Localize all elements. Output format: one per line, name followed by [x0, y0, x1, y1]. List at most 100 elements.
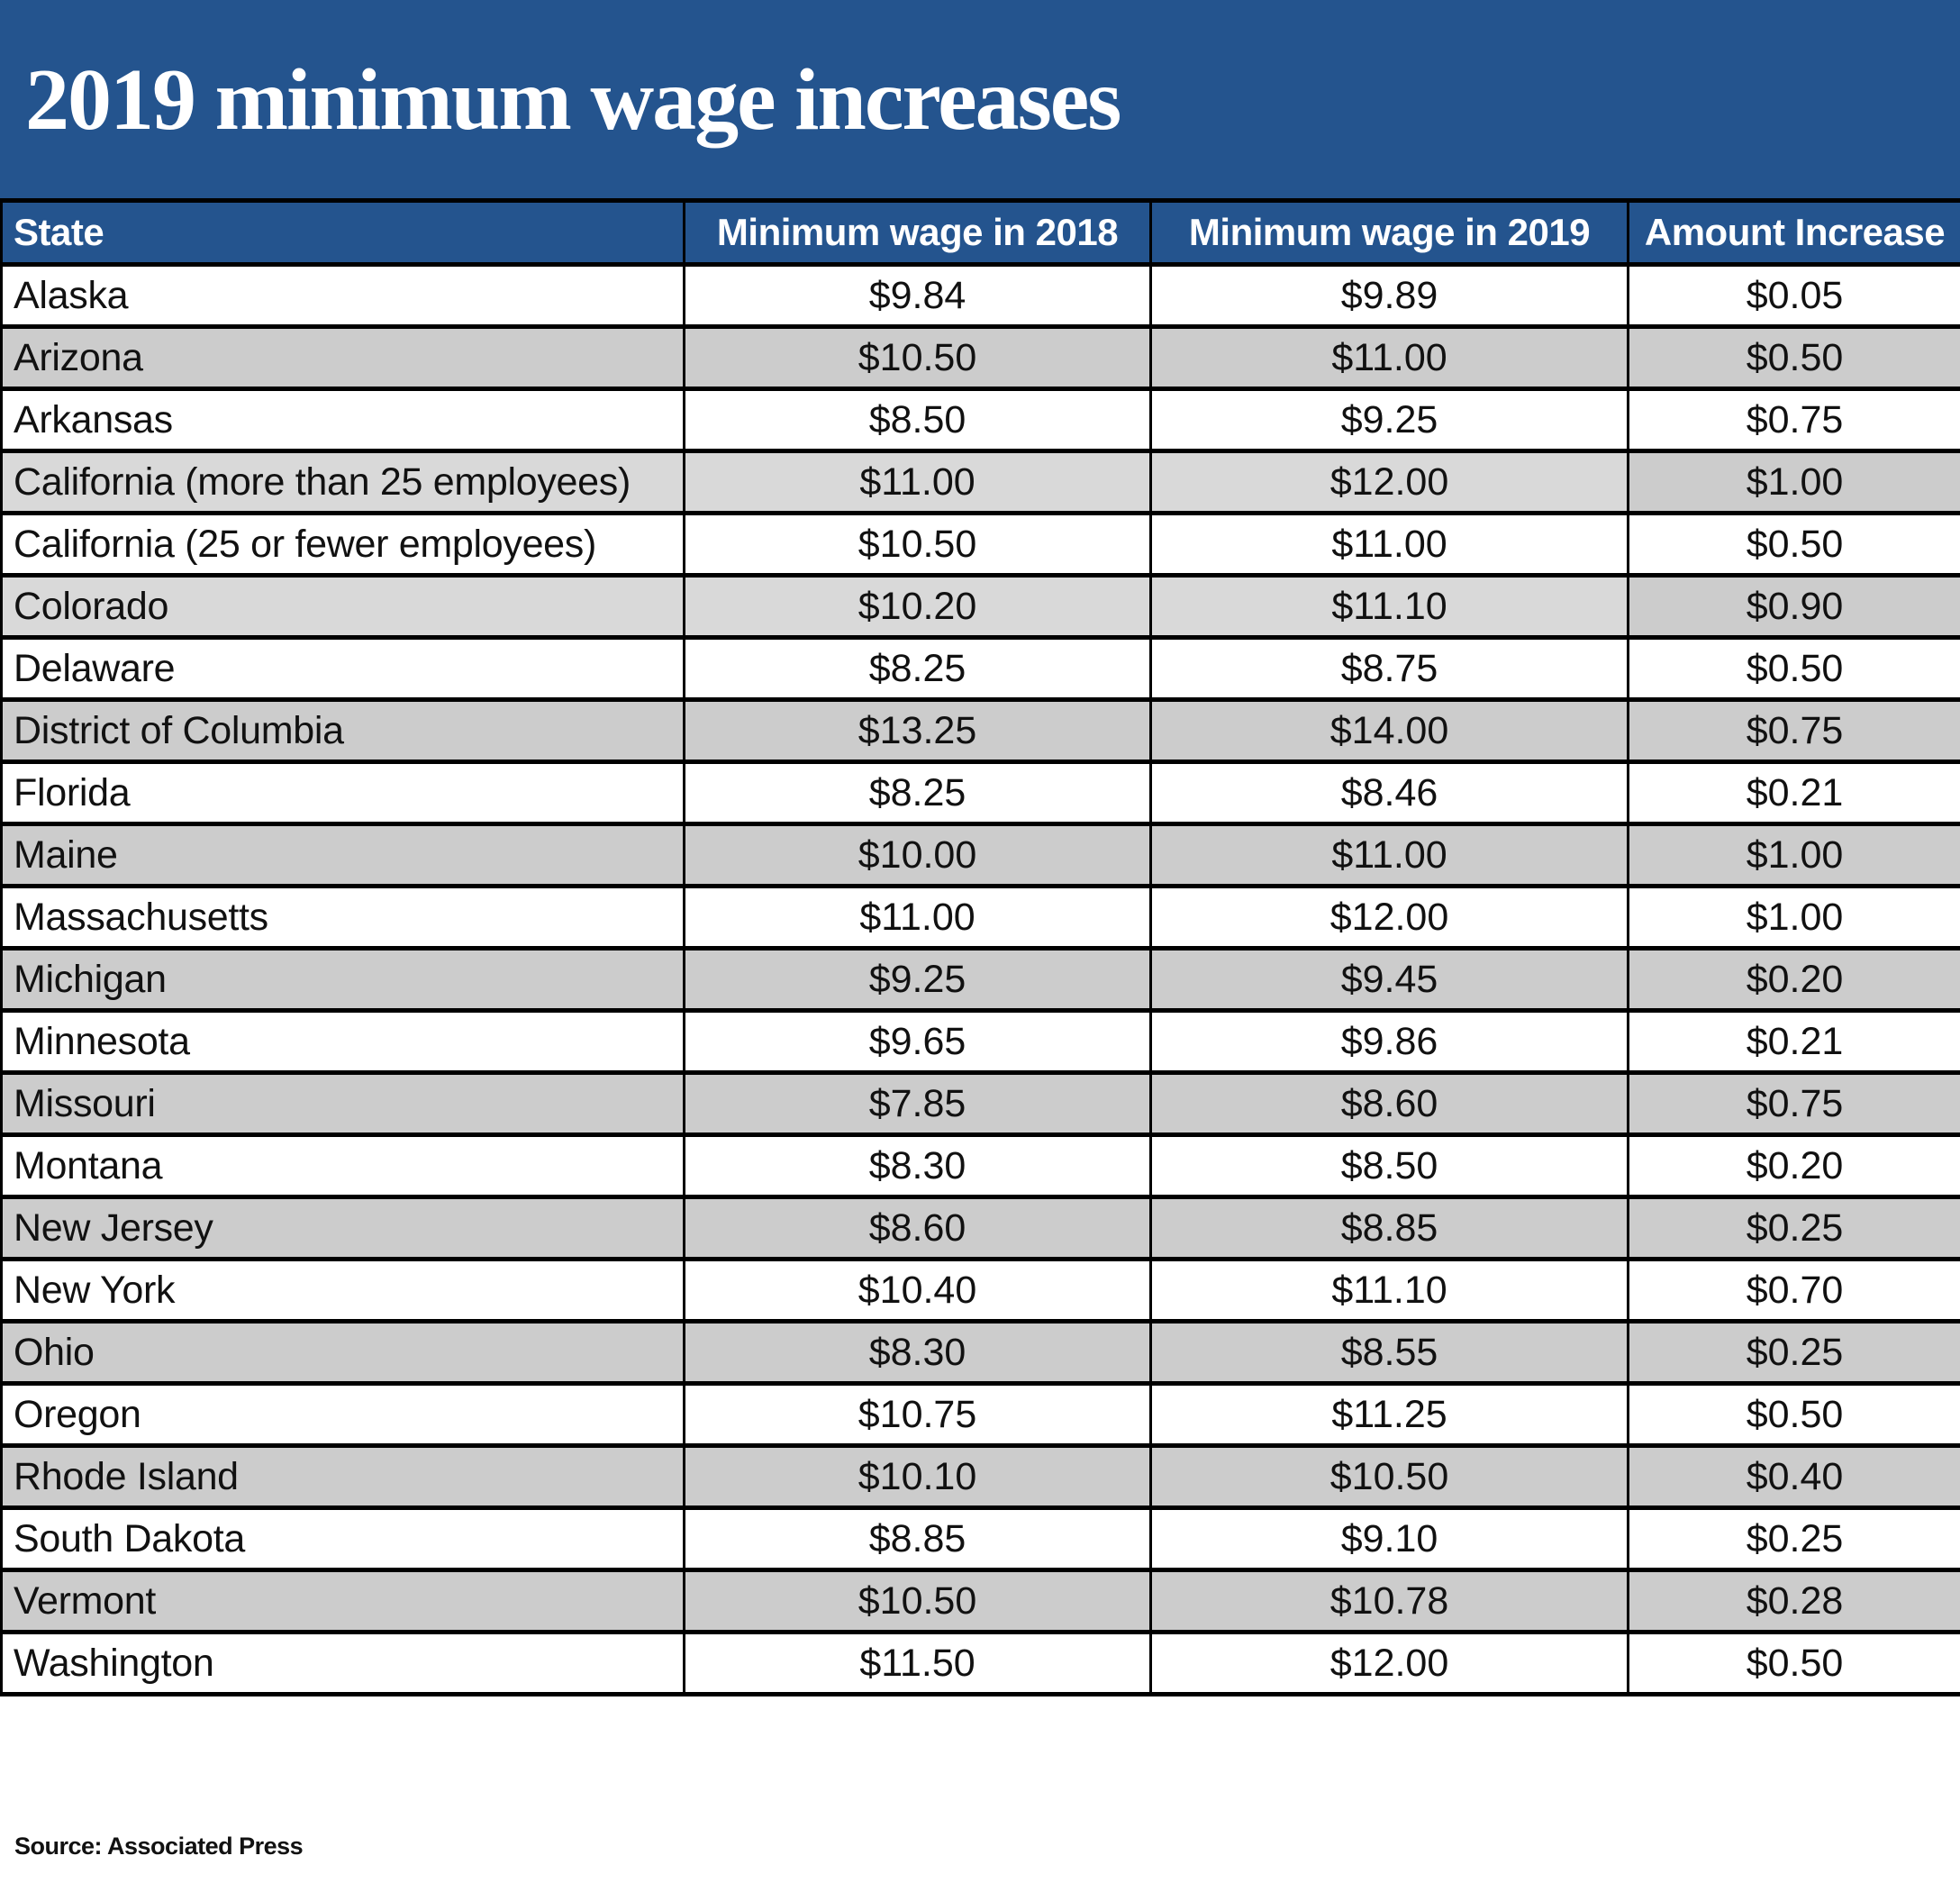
- column-header-wage-2019: Minimum wage in 2019: [1149, 198, 1629, 267]
- amount-increase-cell: $0.05: [1627, 262, 1960, 329]
- state-cell: Colorado: [0, 573, 685, 640]
- wage-2018-cell: $8.50: [683, 387, 1152, 453]
- column-header-wage-2018: Minimum wage in 2018: [683, 198, 1152, 267]
- wage-2019-cell: $14.00: [1149, 697, 1629, 764]
- wage-2018-cell: $10.00: [683, 822, 1152, 888]
- table-row: Delaware $8.25 $8.75 $0.50: [0, 635, 1960, 702]
- wage-2018-cell: $8.85: [683, 1505, 1152, 1572]
- wage-2018-cell: $8.30: [683, 1132, 1152, 1199]
- amount-increase-cell: $0.75: [1627, 387, 1960, 453]
- state-cell: South Dakota: [0, 1505, 685, 1572]
- wage-2018-cell: $8.25: [683, 635, 1152, 702]
- table-row: Oregon $10.75 $11.25 $0.50: [0, 1381, 1960, 1448]
- state-cell: Oregon: [0, 1381, 685, 1448]
- table-row: Arizona $10.50 $11.00 $0.50: [0, 324, 1960, 391]
- source-note: Source: Associated Press: [14, 1833, 304, 1860]
- amount-increase-cell: $0.70: [1627, 1257, 1960, 1323]
- wage-2019-cell: $8.46: [1149, 760, 1629, 826]
- state-cell: Florida: [0, 760, 685, 826]
- table-row: Michigan $9.25 $9.45 $0.20: [0, 946, 1960, 1013]
- wage-2018-cell: $7.85: [683, 1070, 1152, 1137]
- table-row: Washington $11.50 $12.00 $0.50: [0, 1630, 1960, 1696]
- amount-increase-cell: $1.00: [1627, 884, 1960, 951]
- wage-2018-cell: $11.00: [683, 884, 1152, 951]
- table-row: Rhode Island $10.10 $10.50 $0.40: [0, 1443, 1960, 1510]
- column-header-state: State: [0, 198, 685, 267]
- wage-2019-cell: $12.00: [1149, 884, 1629, 951]
- wage-2019-cell: $12.00: [1149, 1630, 1629, 1696]
- wage-2019-cell: $8.55: [1149, 1319, 1629, 1386]
- wage-2019-cell: $8.75: [1149, 635, 1629, 702]
- table-header-row: State Minimum wage in 2018 Minimum wage …: [0, 198, 1960, 267]
- table-row: California (more than 25 employees) $11.0…: [0, 449, 1960, 515]
- wage-2019-cell: $11.00: [1149, 324, 1629, 391]
- state-cell: District of Columbia: [0, 697, 685, 764]
- table-row: Missouri $7.85 $8.60 $0.75: [0, 1070, 1960, 1137]
- amount-increase-cell: $0.75: [1627, 1070, 1960, 1137]
- amount-increase-cell: $0.40: [1627, 1443, 1960, 1510]
- state-cell: Montana: [0, 1132, 685, 1199]
- table-row: New York $10.40 $11.10 $0.70: [0, 1257, 1960, 1323]
- amount-increase-cell: $0.50: [1627, 635, 1960, 702]
- wage-2018-cell: $8.60: [683, 1195, 1152, 1261]
- wage-2019-cell: $11.10: [1149, 1257, 1629, 1323]
- amount-increase-cell: $0.50: [1627, 1630, 1960, 1696]
- wage-2019-cell: $9.10: [1149, 1505, 1629, 1572]
- state-cell: Michigan: [0, 946, 685, 1013]
- table-row: Ohio $8.30 $8.55 $0.25: [0, 1319, 1960, 1386]
- amount-increase-cell: $0.28: [1627, 1568, 1960, 1634]
- table-row: Colorado $10.20 $11.10 $0.90: [0, 573, 1960, 640]
- column-header-amount-increase: Amount Increase: [1627, 198, 1960, 267]
- wage-2018-cell: $9.84: [683, 262, 1152, 329]
- wage-2018-cell: $10.75: [683, 1381, 1152, 1448]
- amount-increase-cell: $0.20: [1627, 946, 1960, 1013]
- table-row: Minnesota $9.65 $9.86 $0.21: [0, 1008, 1960, 1075]
- wage-2018-cell: $10.50: [683, 324, 1152, 391]
- state-cell: New Jersey: [0, 1195, 685, 1261]
- state-cell: New York: [0, 1257, 685, 1323]
- wage-2019-cell: $9.25: [1149, 387, 1629, 453]
- table-row: California (25 or fewer employees) $10.50…: [0, 511, 1960, 578]
- state-cell: Alaska: [0, 262, 685, 329]
- title-banner: 2019 minimum wage increases: [0, 0, 1960, 198]
- wage-2018-cell: $8.30: [683, 1319, 1152, 1386]
- table-row: South Dakota $8.85 $9.10 $0.25: [0, 1505, 1960, 1572]
- state-cell: Washington: [0, 1630, 685, 1696]
- amount-increase-cell: $0.20: [1627, 1132, 1960, 1199]
- wage-2019-cell: $11.10: [1149, 573, 1629, 640]
- wage-2018-cell: $10.40: [683, 1257, 1152, 1323]
- state-cell: Maine: [0, 822, 685, 888]
- wage-2019-cell: $11.00: [1149, 511, 1629, 578]
- wage-2019-cell: $8.50: [1149, 1132, 1629, 1199]
- table-row: District of Columbia $13.25 $14.00 $0.75: [0, 697, 1960, 764]
- table-row: Massachusetts $11.00 $12.00 $1.00: [0, 884, 1960, 951]
- amount-increase-cell: $0.75: [1627, 697, 1960, 764]
- wage-2018-cell: $10.50: [683, 1568, 1152, 1634]
- state-cell: Rhode Island: [0, 1443, 685, 1510]
- state-cell: Missouri: [0, 1070, 685, 1137]
- amount-increase-cell: $0.50: [1627, 1381, 1960, 1448]
- table-row: Maine $10.00 $11.00 $1.00: [0, 822, 1960, 888]
- wage-2018-cell: $10.10: [683, 1443, 1152, 1510]
- state-cell: Vermont: [0, 1568, 685, 1634]
- state-cell: Delaware: [0, 635, 685, 702]
- wage-2018-cell: $11.50: [683, 1630, 1152, 1696]
- amount-increase-cell: $0.21: [1627, 760, 1960, 826]
- wage-2019-cell: $9.45: [1149, 946, 1629, 1013]
- wage-2018-cell: $10.20: [683, 573, 1152, 640]
- wage-2019-cell: $11.00: [1149, 822, 1629, 888]
- minimum-wage-table: State Minimum wage in 2018 Minimum wage …: [0, 198, 1960, 1696]
- wage-2019-cell: $10.78: [1149, 1568, 1629, 1634]
- wage-2018-cell: $10.50: [683, 511, 1152, 578]
- table-row: New Jersey $8.60 $8.85 $0.25: [0, 1195, 1960, 1261]
- state-cell: Minnesota: [0, 1008, 685, 1075]
- wage-2019-cell: $9.89: [1149, 262, 1629, 329]
- wage-2019-cell: $11.25: [1149, 1381, 1629, 1448]
- wage-2019-cell: $8.85: [1149, 1195, 1629, 1261]
- amount-increase-cell: $0.21: [1627, 1008, 1960, 1075]
- wage-2019-cell: $8.60: [1149, 1070, 1629, 1137]
- amount-increase-cell: $0.50: [1627, 511, 1960, 578]
- state-cell: California (25 or fewer employees): [0, 511, 685, 578]
- amount-increase-cell: $0.25: [1627, 1195, 1960, 1261]
- table-row: Montana $8.30 $8.50 $0.20: [0, 1132, 1960, 1199]
